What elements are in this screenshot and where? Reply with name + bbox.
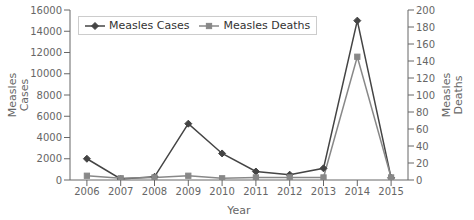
svg-text:2009: 2009 [176, 186, 201, 197]
svg-text:80: 80 [416, 107, 429, 118]
svg-text:2011: 2011 [243, 186, 268, 197]
svg-text:2006: 2006 [74, 186, 99, 197]
svg-text:2010: 2010 [209, 186, 234, 197]
svg-text:2014: 2014 [345, 186, 370, 197]
svg-text:60: 60 [416, 124, 429, 135]
svg-text:6000: 6000 [37, 111, 62, 122]
svg-text:14000: 14000 [30, 26, 62, 37]
svg-text:20: 20 [416, 158, 429, 169]
svg-text:200: 200 [416, 5, 435, 16]
svg-text:8000: 8000 [37, 90, 62, 101]
svg-text:16000: 16000 [30, 5, 62, 16]
svg-text:2015: 2015 [378, 186, 403, 197]
html-text:Measles Cases: Measles Cases [109, 19, 190, 32]
svg-text:2008: 2008 [142, 186, 167, 197]
svg-text:Year: Year [226, 204, 251, 217]
svg-text:MeaslesCases: MeaslesCases [5, 73, 31, 118]
svg-text:12000: 12000 [30, 47, 62, 58]
svg-text:0: 0 [56, 175, 62, 186]
svg-text:160: 160 [416, 39, 435, 50]
svg-text:10000: 10000 [30, 68, 62, 79]
svg-text:100: 100 [416, 90, 435, 101]
svg-text:MeaslesDeaths: MeaslesDeaths [439, 73, 465, 118]
svg-text:120: 120 [416, 73, 435, 84]
html-text:Measles Deaths: Measles Deaths [223, 19, 311, 32]
svg-text:2013: 2013 [311, 186, 336, 197]
svg-text:180: 180 [416, 22, 435, 33]
svg-text:2000: 2000 [37, 153, 62, 164]
svg-text:2007: 2007 [108, 186, 133, 197]
svg-text:4000: 4000 [37, 132, 62, 143]
svg-text:140: 140 [416, 56, 435, 67]
svg-text:2012: 2012 [277, 186, 302, 197]
svg-text:40: 40 [416, 141, 429, 152]
svg-text:0: 0 [416, 175, 422, 186]
